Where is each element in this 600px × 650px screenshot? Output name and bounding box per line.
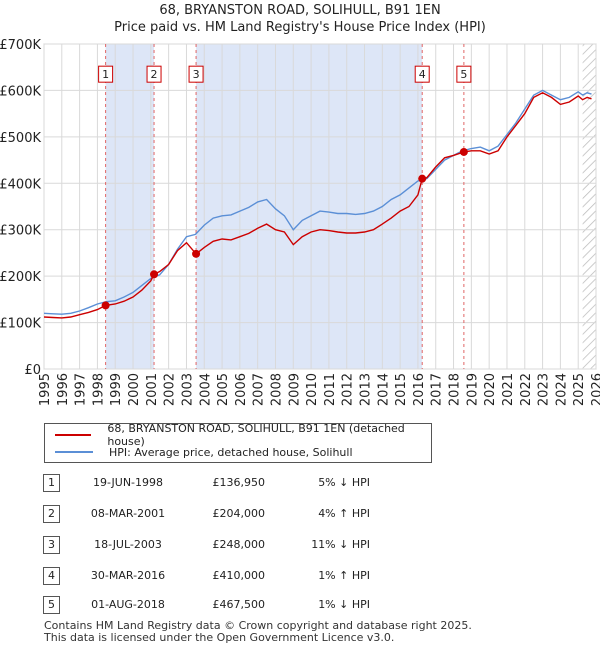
footer: Contains HM Land Registry data © Crown c… (44, 620, 472, 644)
x-tick-label: 1996 (56, 373, 71, 406)
forecast-region (582, 44, 596, 369)
sale-label: 4 (419, 68, 426, 81)
y-tick-label: £200K (0, 270, 41, 285)
footer-licence: This data is licensed under the Open Gov… (44, 631, 395, 644)
sale-hpi-diff: 11% ↓ HPI (311, 538, 370, 551)
x-tick-label: 2017 (430, 373, 445, 406)
sale-label-box (188, 65, 204, 83)
sale-price: £136,950 (212, 476, 266, 489)
sale-point (101, 301, 110, 310)
x-tick-label: 2005 (216, 373, 231, 406)
x-tick-label: 2003 (180, 373, 195, 406)
legend-item-hpi: HPI: Average price, detached house, Soli… (55, 444, 353, 460)
x-tick-label: 1999 (109, 373, 124, 406)
table-row: 1 19-JUN-1998 £136,950 5% ↓ HPI (0, 473, 600, 493)
sale-period-band (105, 44, 155, 369)
chart-subtitle: Price paid vs. HM Land Registry's House … (114, 20, 486, 35)
chart-title: 68, BRYANSTON ROAD, SOLIHULL, B91 1EN (159, 3, 441, 18)
sale-point (459, 147, 468, 156)
sale-label-box (98, 65, 114, 83)
sale-hpi-diff: 5% ↓ HPI (318, 476, 370, 489)
sale-number: 2 (43, 505, 60, 523)
x-tick-label: 2010 (305, 373, 320, 406)
sale-hpi-diff: 1% ↑ HPI (318, 569, 370, 582)
sale-number: 3 (43, 536, 60, 554)
y-tick-label: £600K (0, 84, 41, 99)
sale-label: 5 (460, 68, 467, 81)
x-tick-label: 2024 (554, 373, 569, 406)
x-tick-label: 2006 (234, 373, 249, 406)
x-tick-label: 2007 (252, 373, 267, 406)
x-tick-label: 1997 (74, 373, 89, 406)
property-line (43, 92, 592, 319)
x-tick-label: 2018 (448, 373, 463, 406)
sale-label: 1 (102, 68, 109, 81)
sale-date: 08-MAR-2001 (90, 507, 166, 520)
sale-label-box (414, 65, 430, 83)
footer-copyright: Contains HM Land Registry data © Crown c… (44, 619, 472, 632)
x-tick-label: 2012 (341, 373, 356, 406)
y-tick-label: £100K (0, 317, 41, 332)
y-tick-label: £0 (24, 363, 41, 378)
x-tick-label: 2016 (412, 373, 427, 406)
y-tick-label: £500K (0, 131, 41, 146)
x-tick-label: 2000 (127, 373, 142, 406)
sale-period-band (196, 44, 423, 369)
sale-point (150, 270, 159, 279)
legend-item-property: 68, BRYANSTON ROAD, SOLIHULL, B91 1EN (d… (55, 422, 431, 448)
x-tick-label: 1995 (38, 373, 53, 406)
legend-swatch-hpi (55, 451, 93, 453)
sale-price: £204,000 (212, 507, 266, 520)
y-tick-label: £400K (0, 177, 41, 192)
legend-label-hpi: HPI: Average price, detached house, Soli… (109, 445, 353, 459)
sale-number: 4 (43, 567, 60, 585)
sale-point (192, 249, 201, 258)
table-row: 4 30-MAR-2016 £410,000 1% ↑ HPI (0, 566, 600, 586)
x-tick-label: 2011 (323, 373, 338, 406)
sale-date: 18-JUL-2003 (94, 538, 162, 551)
table-row: 3 18-JUL-2003 £248,000 11% ↓ HPI (0, 535, 600, 555)
x-tick-label: 2019 (465, 373, 480, 406)
sale-point (418, 174, 427, 183)
sale-number: 1 (43, 474, 60, 492)
sale-number: 5 (43, 596, 60, 614)
x-tick-label: 2004 (198, 373, 213, 406)
hpi-line (43, 89, 592, 315)
legend: 68, BRYANSTON ROAD, SOLIHULL, B91 1EN (d… (44, 422, 432, 463)
y-tick-label: £700K (0, 38, 41, 53)
sale-hpi-diff: 4% ↑ HPI (318, 507, 370, 520)
price-chart: £0 £100K £200K £300K £400K £500K £600K £700K 199… (0, 38, 600, 406)
x-tick-label: 2014 (376, 373, 391, 406)
x-tick-label: 2013 (359, 373, 374, 406)
x-tick-label: 2009 (287, 373, 302, 406)
sale-hpi-diff: 1% ↓ HPI (318, 598, 370, 611)
x-tick-label: 2008 (269, 373, 284, 406)
table-row: 5 01-AUG-2018 £467,500 1% ↓ HPI (0, 595, 600, 615)
legend-label-property: 68, BRYANSTON ROAD, SOLIHULL, B91 1EN (d… (107, 422, 405, 448)
x-tick-label: 2023 (537, 373, 552, 406)
sale-label-box (146, 65, 162, 83)
sale-price: £410,000 (212, 569, 266, 582)
sale-price: £248,000 (212, 538, 266, 551)
x-tick-label: 2025 (572, 373, 587, 406)
sale-date: 01-AUG-2018 (91, 598, 165, 611)
sale-label: 3 (193, 68, 200, 81)
sale-date: 30-MAR-2016 (90, 569, 166, 582)
table-row: 2 08-MAR-2001 £204,000 4% ↑ HPI (0, 504, 600, 524)
x-tick-label: 2022 (519, 373, 534, 406)
x-tick-label: 2002 (163, 373, 178, 406)
sale-label-box (456, 65, 472, 83)
x-tick-label: 1998 (91, 373, 106, 406)
x-tick-label: 2021 (501, 373, 516, 406)
legend-swatch-property (55, 434, 92, 436)
sale-label: 2 (151, 68, 158, 81)
x-tick-label: 2026 (590, 373, 600, 406)
sale-price: £467,500 (212, 598, 266, 611)
x-tick-label: 2015 (394, 373, 409, 406)
x-tick-label: 2001 (145, 373, 160, 406)
sale-date: 19-JUN-1998 (92, 476, 164, 489)
y-tick-label: £300K (0, 224, 41, 239)
x-tick-label: 2020 (483, 373, 498, 406)
